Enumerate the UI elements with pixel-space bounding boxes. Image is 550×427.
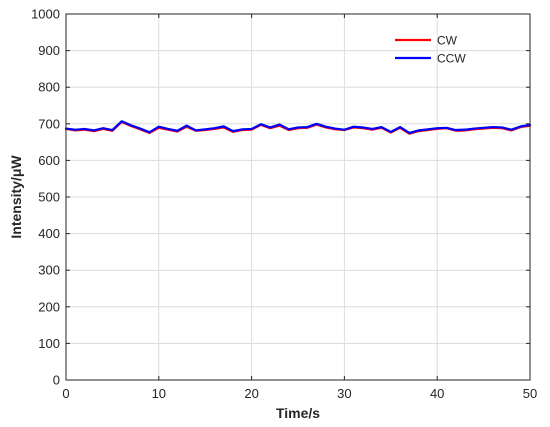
y-tick-label: 500 <box>38 190 60 205</box>
tick-layer: 0 10 20 30 40 5001002003004005006007008009001… <box>31 7 537 402</box>
y-tick-label: 900 <box>38 43 60 58</box>
y-tick-label: 700 <box>38 116 60 131</box>
legend: CW CCW <box>395 34 466 66</box>
x-tick-label: 0 <box>62 386 69 401</box>
y-tick-label: 1000 <box>31 7 60 22</box>
y-tick-label: 800 <box>38 80 60 95</box>
legend-label-cw: CW <box>437 34 458 48</box>
series-layer <box>64 120 532 135</box>
grid-layer <box>66 14 530 380</box>
y-tick-label: 400 <box>38 226 60 241</box>
x-tick-label: 50 <box>523 386 537 401</box>
x-tick-label: 40 <box>430 386 444 401</box>
y-tick-label: 0 <box>53 373 60 388</box>
x-tick-label: 20 <box>244 386 258 401</box>
y-tick-label: 600 <box>38 153 60 168</box>
series-line-ccw <box>64 120 532 135</box>
y-tick-label: 200 <box>38 299 60 314</box>
y-axis-label: Intensity/μW <box>8 155 24 239</box>
legend-label-ccw: CCW <box>437 52 466 66</box>
y-tick-label: 300 <box>38 263 60 278</box>
x-tick-label: 10 <box>152 386 166 401</box>
x-axis-label: Time/s <box>276 405 320 421</box>
x-tick-label: 30 <box>337 386 351 401</box>
y-tick-label: 100 <box>38 336 60 351</box>
